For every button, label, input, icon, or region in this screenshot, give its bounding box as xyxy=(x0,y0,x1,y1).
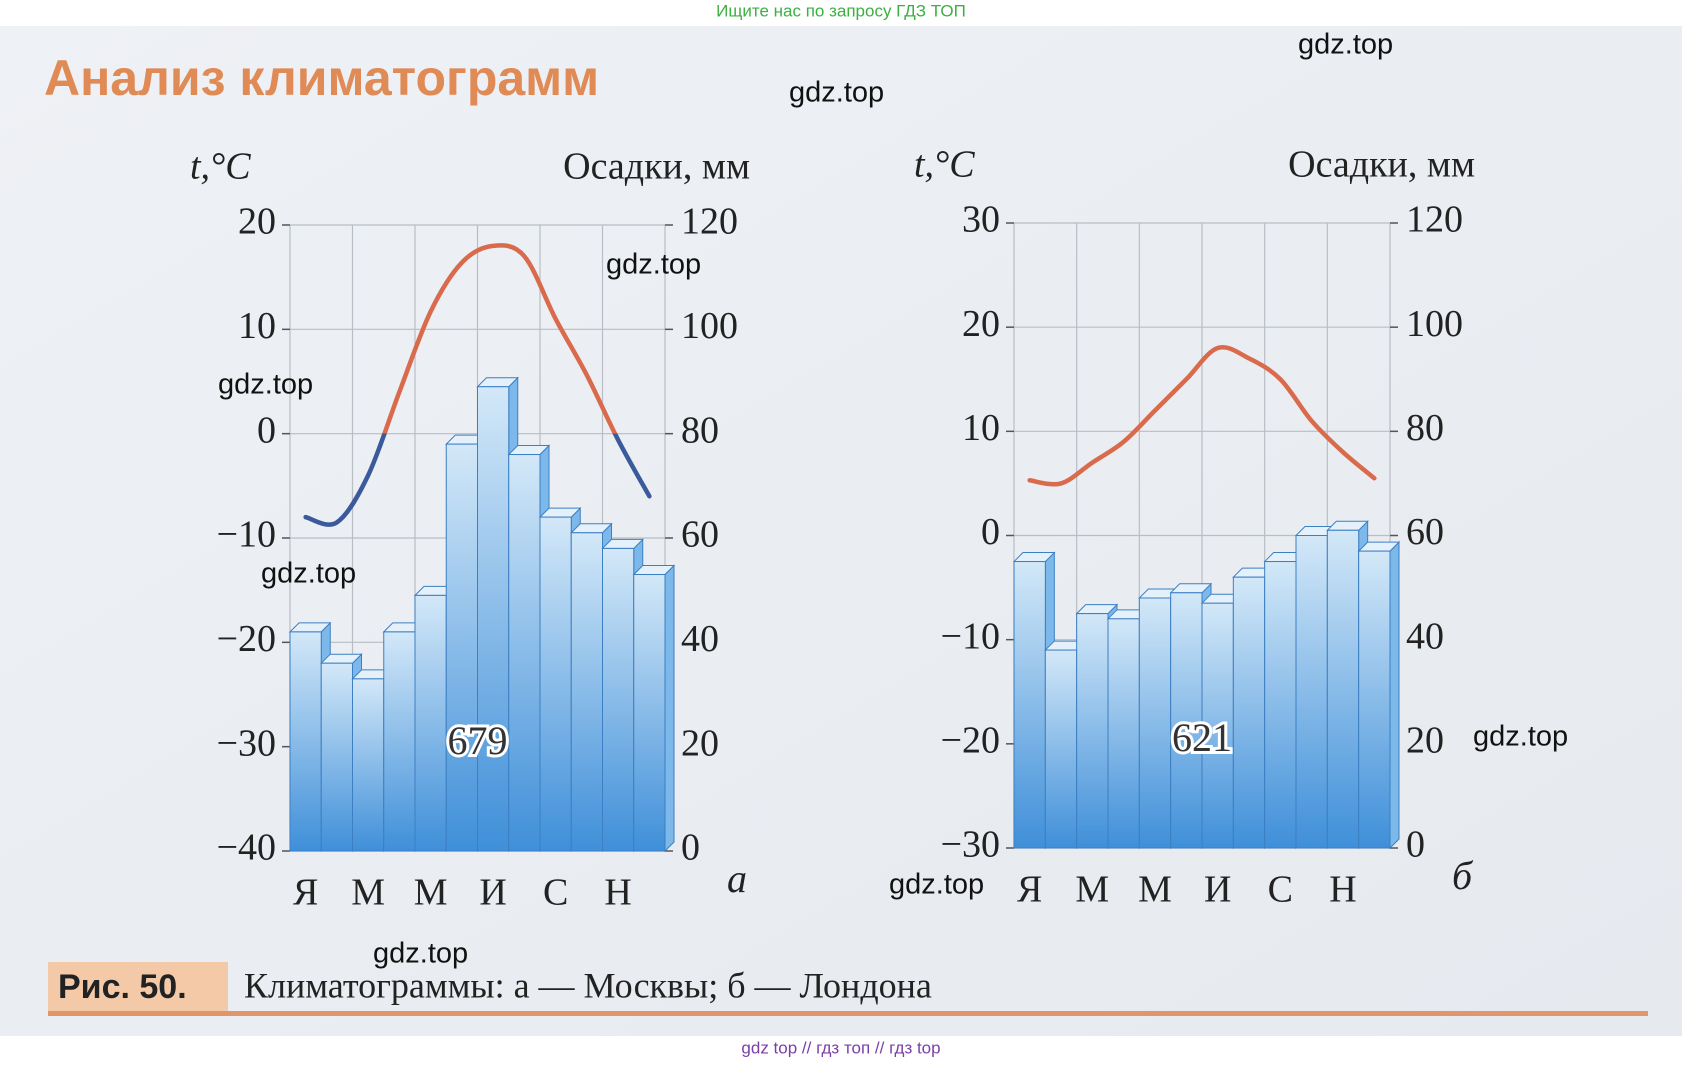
y2-tick-label: 120 xyxy=(681,201,738,243)
y-tick-label: −10 xyxy=(217,514,276,556)
total-label: 621 xyxy=(1172,715,1232,760)
temperature-line xyxy=(1027,344,1377,487)
watermark: gdz.top xyxy=(1473,721,1568,753)
header-banner: Ищите нас по запросу ГДЗ ТОП xyxy=(716,1,966,20)
bar xyxy=(1326,529,1360,849)
y2-tick-label: 100 xyxy=(681,305,738,347)
y-tick-label: 0 xyxy=(257,409,276,451)
y-tick-label: −20 xyxy=(217,618,276,660)
bar-side xyxy=(1389,540,1400,850)
y-tick-label: −30 xyxy=(941,824,1000,866)
x-tick-label: М xyxy=(351,872,385,914)
watermarks: gdz.top gdz.top gdz.top gdz.top gdz.top gdz.t… xyxy=(218,29,1568,970)
watermark: gdz.top xyxy=(373,938,468,970)
y-tick-label: 30 xyxy=(962,199,1000,241)
x-tick-label: Н xyxy=(1329,869,1356,911)
bar xyxy=(602,547,635,852)
y2-tick-label: 20 xyxy=(681,722,719,764)
bar xyxy=(1076,613,1109,849)
y-tick-label: −10 xyxy=(941,615,1000,657)
y-tick-label: 0 xyxy=(981,511,1000,553)
y-tick-label: 20 xyxy=(238,201,276,243)
watermark: gdz.top xyxy=(1298,29,1393,61)
bar xyxy=(570,532,603,852)
y2-tick-label: 40 xyxy=(681,618,719,660)
y-tick-label: −30 xyxy=(217,722,276,764)
y-tick-label: 10 xyxy=(238,305,276,347)
page-background xyxy=(0,26,1682,1036)
bar xyxy=(1264,561,1297,849)
y-axis-label: t,°C xyxy=(190,146,251,188)
watermark: gdz.top xyxy=(889,869,984,901)
y-axis-label: t,°C xyxy=(914,144,975,186)
bar-side xyxy=(664,564,675,853)
bar xyxy=(352,678,385,852)
y-tick-label: 10 xyxy=(962,407,1000,449)
bar xyxy=(1232,576,1266,849)
bar xyxy=(1201,602,1234,849)
y2-axis-label: Осадки, мм xyxy=(1288,144,1475,186)
x-tick-label: С xyxy=(1268,869,1293,911)
footer-text: gdz top // гдз топ // гдз top xyxy=(741,1038,940,1057)
bar xyxy=(1044,649,1078,849)
total-label: 679 xyxy=(448,718,508,763)
x-tick-label: Я xyxy=(1017,869,1042,911)
bar xyxy=(1107,618,1140,849)
bar xyxy=(289,631,322,852)
y2-tick-label: 20 xyxy=(1406,720,1444,762)
y2-axis-label: Осадки, мм xyxy=(563,146,750,188)
temperature-line xyxy=(303,243,652,527)
bar xyxy=(1138,597,1172,849)
bar xyxy=(539,516,572,852)
watermark: gdz.top xyxy=(789,77,884,109)
y-tick-label: −40 xyxy=(217,827,276,869)
section-title: Анализ климатограмм xyxy=(44,50,599,106)
y2-tick-label: 0 xyxy=(1406,824,1425,866)
climatogram-chart: −40 −30 −20 −10 0 10 20 0 20 40 60 80 100 120 t,°C Осад… xyxy=(190,146,750,914)
bar xyxy=(320,662,353,852)
y-tick-label: 20 xyxy=(962,303,1000,345)
bar xyxy=(477,386,510,852)
bar xyxy=(633,574,666,852)
watermark: gdz.top xyxy=(606,249,701,281)
y2-tick-label: 80 xyxy=(681,409,719,451)
x-tick-label: И xyxy=(479,872,506,914)
caption-text: Климатограммы: а — Москвы; б — Лондона xyxy=(244,965,932,1005)
y2-tick-label: 60 xyxy=(1406,511,1444,553)
bar xyxy=(383,631,416,852)
bar xyxy=(445,443,478,852)
bar xyxy=(1295,535,1328,849)
y2-tick-label: 60 xyxy=(681,514,719,556)
x-tick-label: И xyxy=(1204,869,1231,911)
y2-tick-label: 0 xyxy=(681,827,700,869)
y-tick-label: −20 xyxy=(941,720,1000,762)
caption-label: Рис. 50. xyxy=(58,968,187,1006)
bar xyxy=(508,454,541,852)
x-tick-label: М xyxy=(414,872,448,914)
panel-label: а xyxy=(727,856,747,901)
y2-tick-label: 80 xyxy=(1406,407,1444,449)
caption-rule xyxy=(48,1011,1648,1016)
bar xyxy=(1013,561,1046,849)
y2-tick-label: 120 xyxy=(1406,199,1463,241)
x-tick-label: М xyxy=(1075,869,1109,911)
y2-tick-label: 100 xyxy=(1406,303,1463,345)
climatogram-chart: −30 −20 −10 0 10 20 30 0 20 40 60 80 100 120 t,°C Осадк… xyxy=(914,144,1475,911)
watermark: gdz.top xyxy=(218,369,313,401)
panel-label: б xyxy=(1452,853,1474,898)
bar xyxy=(1358,550,1391,849)
watermark: gdz.top xyxy=(261,558,356,590)
bar xyxy=(414,594,447,852)
y2-tick-label: 40 xyxy=(1406,615,1444,657)
x-tick-label: Я xyxy=(293,872,318,914)
caption-label-bg xyxy=(48,962,228,1012)
x-tick-label: М xyxy=(1138,869,1172,911)
x-tick-label: С xyxy=(543,872,568,914)
x-tick-label: Н xyxy=(604,872,631,914)
